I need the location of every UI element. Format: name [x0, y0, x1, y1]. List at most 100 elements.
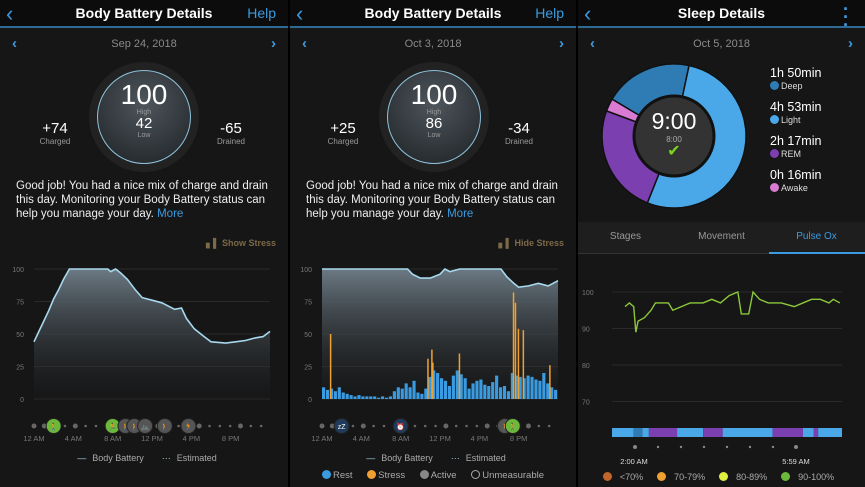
- hide-stress-toggle[interactable]: ▖▌ Hide Stress: [499, 238, 564, 249]
- low-label: Low: [137, 132, 151, 139]
- rest-bar: [459, 374, 463, 399]
- rest-bar: [412, 380, 416, 399]
- rest-bar: [404, 383, 408, 399]
- tab-pulse-ox[interactable]: Pulse Ox: [796, 231, 837, 242]
- timeline-dot: [423, 424, 427, 428]
- help-link[interactable]: Help: [535, 5, 564, 21]
- drained-stat: -34 Drained: [489, 120, 549, 146]
- stress-legend: Rest Stress Active Unmeasurable: [290, 470, 576, 481]
- rest-bar: [510, 373, 514, 399]
- timeline-dot: [31, 423, 37, 429]
- stage-duration: 0h 16min: [770, 168, 822, 182]
- stress-bar: [514, 302, 517, 399]
- timeline-dot: [329, 423, 335, 429]
- stage-bar-light: [677, 428, 704, 437]
- y-tick-label: 25: [304, 365, 312, 372]
- rest-bar: [538, 380, 542, 399]
- y-tick-label: 100: [12, 267, 24, 274]
- rest-bar: [487, 386, 491, 399]
- stage-bar-rem: [813, 428, 819, 437]
- stress-bar: [431, 349, 433, 399]
- prev-date-icon[interactable]: ‹: [590, 35, 595, 52]
- rest-bar: [436, 373, 440, 399]
- y-tick-label: 25: [16, 365, 24, 372]
- tab-movement[interactable]: Movement: [698, 231, 745, 242]
- timeline-dot: [484, 423, 490, 429]
- high-label: High: [426, 109, 442, 116]
- body-battery-screen-2: ‹ Body Battery Details Help ‹ Oct 3, 201…: [290, 0, 576, 487]
- x-tick-label: 12 AM: [311, 434, 332, 443]
- rest-bar: [463, 378, 467, 399]
- stage-bar-light: [722, 428, 773, 437]
- y-tick-label: 70: [582, 400, 590, 407]
- charged-value: +25: [330, 120, 356, 137]
- stage-bar-rem: [772, 428, 803, 437]
- back-chevron-icon[interactable]: ‹: [6, 1, 14, 26]
- more-vertical-icon[interactable]: · · ·: [843, 0, 849, 35]
- sleep-stage-donut: [601, 63, 747, 209]
- timeline-dot: [41, 423, 47, 429]
- x-tick-label: 8 AM: [392, 434, 409, 443]
- prev-date-icon[interactable]: ‹: [12, 35, 17, 52]
- show-stress-toggle[interactable]: ▖▌ Show Stress: [206, 238, 276, 249]
- event-glyph: 🚲: [141, 424, 150, 431]
- x-tick-label: 4 AM: [65, 434, 82, 443]
- rest-bar: [502, 386, 507, 399]
- next-date-icon[interactable]: ›: [271, 35, 276, 52]
- more-link[interactable]: More: [447, 208, 474, 220]
- stress-bar: [512, 292, 515, 399]
- stage-duration: 1h 50min: [770, 66, 822, 80]
- date-label: Oct 5, 2018: [693, 38, 750, 50]
- timeline-dot: [725, 445, 729, 449]
- tab-stages[interactable]: Stages: [609, 231, 642, 242]
- low-value: 86: [425, 115, 443, 132]
- x-tick-label: 4 AM: [353, 434, 370, 443]
- back-chevron-icon[interactable]: ‹: [584, 1, 592, 26]
- stage-rem: 2h 17min REM: [770, 134, 821, 159]
- rest-bar: [447, 386, 452, 399]
- timeline-dot: [94, 424, 98, 428]
- spo2-legend: <70% 70-79% 80-89% 90-100%: [578, 472, 865, 482]
- next-date-icon[interactable]: ›: [848, 35, 853, 52]
- rest-bar: [432, 370, 436, 399]
- rest-bar: [495, 375, 499, 399]
- next-date-icon[interactable]: ›: [559, 35, 564, 52]
- charged-label: Charged: [327, 137, 359, 146]
- legend-body-battery: — Body Battery: [77, 453, 144, 463]
- rest-bar: [455, 370, 459, 399]
- stage-deep: 1h 50min Deep: [770, 66, 821, 91]
- timeline-dot: [218, 424, 222, 428]
- header: ‹ Body Battery Details Help: [290, 0, 576, 28]
- timeline-dot: [84, 424, 87, 428]
- prev-date-icon[interactable]: ‹: [302, 35, 307, 52]
- drained-label: Drained: [216, 137, 245, 146]
- stress-bar: [427, 358, 429, 399]
- header: ‹ Body Battery Details Help: [0, 0, 288, 28]
- timeline-dot: [526, 423, 531, 429]
- timeline-dot: [413, 424, 417, 428]
- timeline-dot: [259, 424, 263, 428]
- rest-bar: [373, 396, 377, 399]
- event-glyph: 🚶: [49, 422, 58, 431]
- more-link[interactable]: More: [157, 208, 184, 220]
- chart-legend: — Body Battery ··· Estimated: [0, 453, 288, 463]
- timeline-dot: [547, 424, 551, 428]
- stress-toggle-label: Hide Stress: [514, 238, 564, 248]
- event-glyph: 🚶: [160, 422, 169, 431]
- pulse-ox-chart: 70 80 90 100 2:00 AM 5:59 AM: [582, 290, 842, 465]
- legend-stress: Stress: [367, 470, 405, 481]
- rest-bar: [471, 383, 475, 399]
- back-chevron-icon[interactable]: ‹: [296, 1, 304, 26]
- stage-bar-light: [612, 428, 634, 437]
- rest-bar: [377, 397, 381, 399]
- help-link[interactable]: Help: [247, 5, 276, 21]
- timeline-dot: [794, 445, 798, 449]
- stage-label: Awake: [770, 183, 821, 193]
- low-label: Low: [427, 132, 441, 139]
- x-tick-label: 12 PM: [141, 434, 163, 443]
- timeline-dot: [702, 445, 706, 449]
- stage-label: REM: [770, 149, 821, 159]
- rest-bar: [518, 376, 522, 399]
- rest-bar: [388, 396, 393, 399]
- y-tick-label: 100: [582, 290, 594, 297]
